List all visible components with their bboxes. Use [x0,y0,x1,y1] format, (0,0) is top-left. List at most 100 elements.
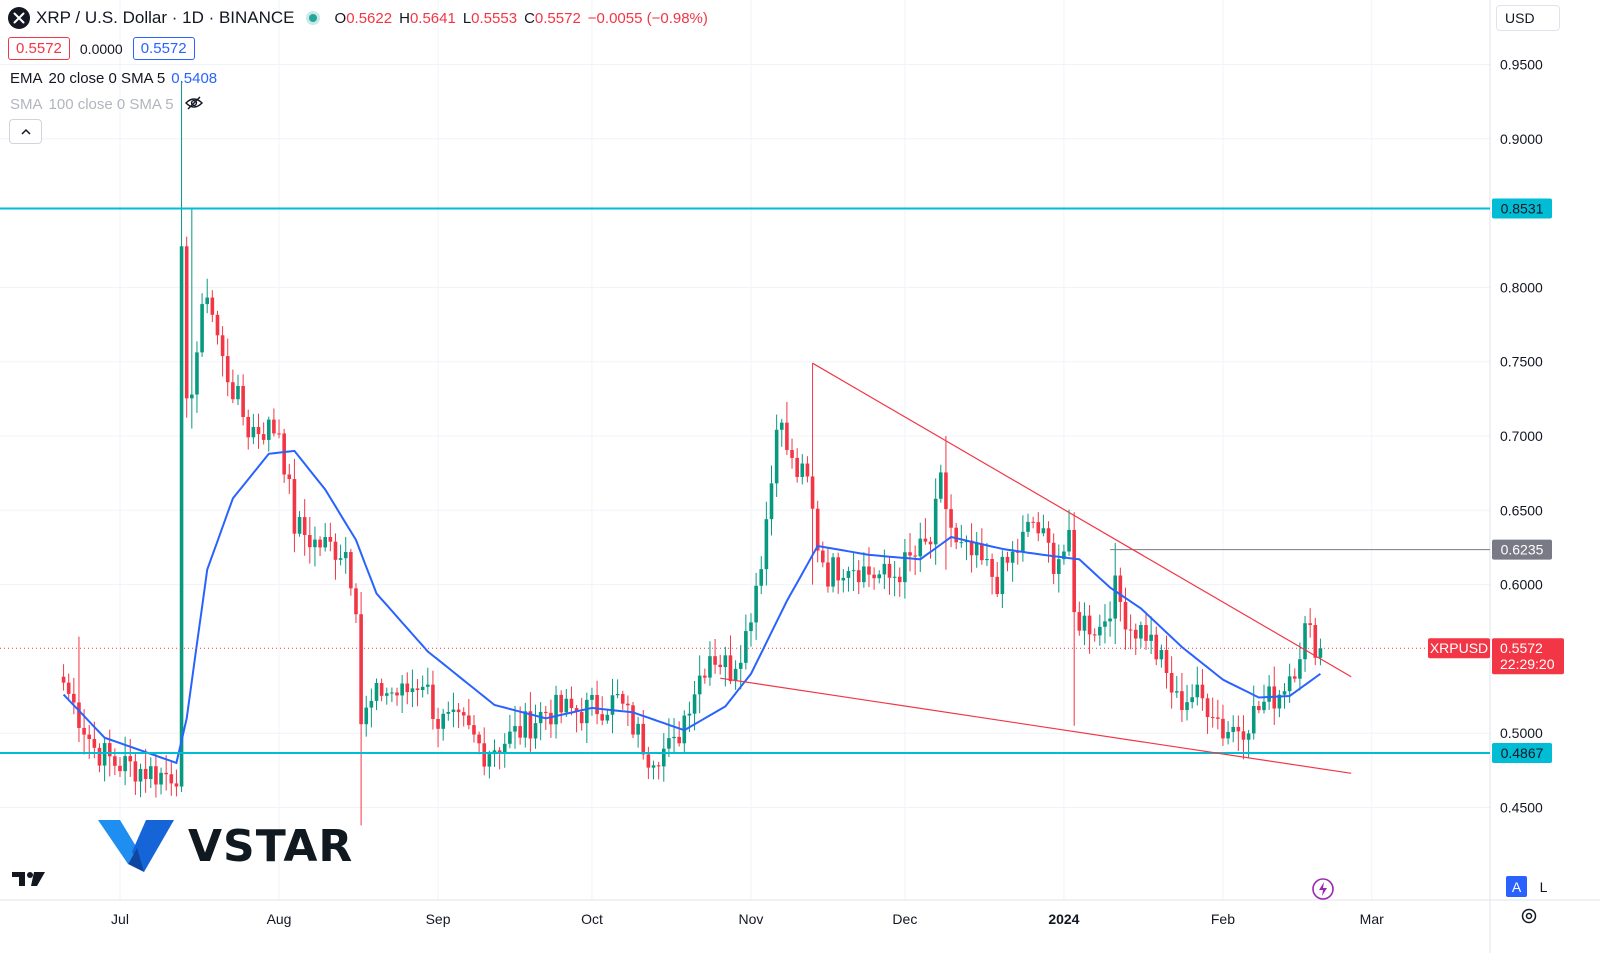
candle-body[interactable] [1308,623,1312,626]
candle-body[interactable] [1210,717,1215,719]
candle-body[interactable] [502,743,507,753]
candle-body[interactable] [1031,521,1035,523]
candle-body[interactable] [733,668,738,682]
candle-body[interactable] [487,754,492,767]
candle-body[interactable] [1174,691,1179,693]
candle-body[interactable] [1164,650,1169,673]
candle-body[interactable] [128,756,133,762]
candle-body[interactable] [862,566,866,583]
candle-body[interactable] [405,683,410,693]
candle-body[interactable] [569,698,574,709]
candle-body[interactable] [113,756,117,766]
candle-body[interactable] [1067,529,1071,552]
candle-body[interactable] [1251,705,1256,734]
candle-body[interactable] [995,576,1000,595]
candle-body[interactable] [554,694,558,725]
candle-body[interactable] [661,748,666,767]
candle-body[interactable] [687,713,692,716]
candle-body[interactable] [359,614,363,725]
candle-body[interactable] [426,684,430,687]
candle-body[interactable] [446,711,451,714]
candle-body[interactable] [441,713,445,729]
candle-body[interactable] [1056,559,1061,574]
bid-price[interactable]: 0.5572 [8,37,70,60]
candle-body[interactable] [738,662,743,669]
candle-body[interactable] [1123,601,1128,630]
candle-body[interactable] [461,712,466,716]
candle-body[interactable] [646,754,651,768]
candle-body[interactable] [892,576,897,578]
candle-body[interactable] [764,519,769,570]
candle-body[interactable] [1082,615,1087,631]
candle-body[interactable] [677,736,681,744]
candle-body[interactable] [790,449,794,458]
candle-body[interactable] [949,509,953,528]
candle-body[interactable] [928,541,933,545]
candle-body[interactable] [87,734,92,740]
candle-body[interactable] [225,356,230,383]
candle-body[interactable] [436,718,440,729]
candle-body[interactable] [1221,718,1225,739]
candle-body[interactable] [636,723,640,735]
candle-body[interactable] [574,708,579,712]
candle-body[interactable] [1282,691,1287,695]
candle-body[interactable] [959,542,964,544]
candle-body[interactable] [585,699,589,724]
candle-body[interactable] [328,537,333,542]
candle-body[interactable] [231,382,235,400]
candle-body[interactable] [107,743,112,757]
candle-body[interactable] [313,539,317,548]
candle-body[interactable] [769,483,774,520]
candle-body[interactable] [1292,676,1297,679]
candle-body[interactable] [785,422,789,450]
candle-body[interactable] [1313,625,1318,658]
candle-body[interactable] [1139,625,1143,639]
candle-body[interactable] [980,543,984,561]
candle-body[interactable] [1046,528,1051,543]
candle-body[interactable] [297,517,302,534]
candle-body[interactable] [697,675,702,695]
candle-body[interactable] [1000,556,1005,595]
candle-body[interactable] [1262,701,1266,711]
sma-legend[interactable]: SMA 100 close 0 SMA 5 [10,96,204,114]
candle-body[interactable] [1277,694,1282,709]
candle-body[interactable] [1103,621,1107,627]
candle-body[interactable] [395,692,399,696]
candle-body[interactable] [92,739,97,748]
candle-body[interactable] [343,552,348,559]
candle-body[interactable] [974,543,979,556]
candle-body[interactable] [77,702,81,728]
candle-body[interactable] [282,433,286,475]
ema-legend[interactable]: EMA 20 close 0 SMA 5 0.5408 [10,70,217,87]
candle-body[interactable] [482,743,487,767]
candle-body[interactable] [205,297,210,305]
candle-body[interactable] [1010,551,1015,563]
candle-body[interactable] [102,743,107,766]
candle-body[interactable] [1169,672,1174,693]
candle-body[interactable] [1087,615,1092,635]
candle-body[interactable] [713,656,717,665]
candle-body[interactable] [184,246,189,399]
candle-body[interactable] [333,541,338,560]
candle-body[interactable] [1241,731,1246,740]
candle-body[interactable] [256,427,261,435]
candle-body[interactable] [1303,623,1307,660]
candle-body[interactable] [251,427,256,438]
candle-body[interactable] [277,433,281,435]
candle-body[interactable] [467,715,471,726]
candle-body[interactable] [559,694,563,713]
candle-body[interactable] [605,714,610,721]
candle-body[interactable] [123,756,127,772]
candle-body[interactable] [543,711,548,713]
candle-body[interactable] [1118,575,1123,602]
candle-body[interactable] [451,709,456,712]
candle-body[interactable] [1051,542,1056,574]
candle-body[interactable] [969,540,974,556]
candle-body[interactable] [856,570,861,583]
candle-body[interactable] [390,692,394,694]
tradingview-logo-icon[interactable] [12,870,46,893]
collapse-legend-button[interactable] [9,119,42,144]
candle-body[interactable] [133,761,138,782]
candle-body[interactable] [564,698,569,713]
